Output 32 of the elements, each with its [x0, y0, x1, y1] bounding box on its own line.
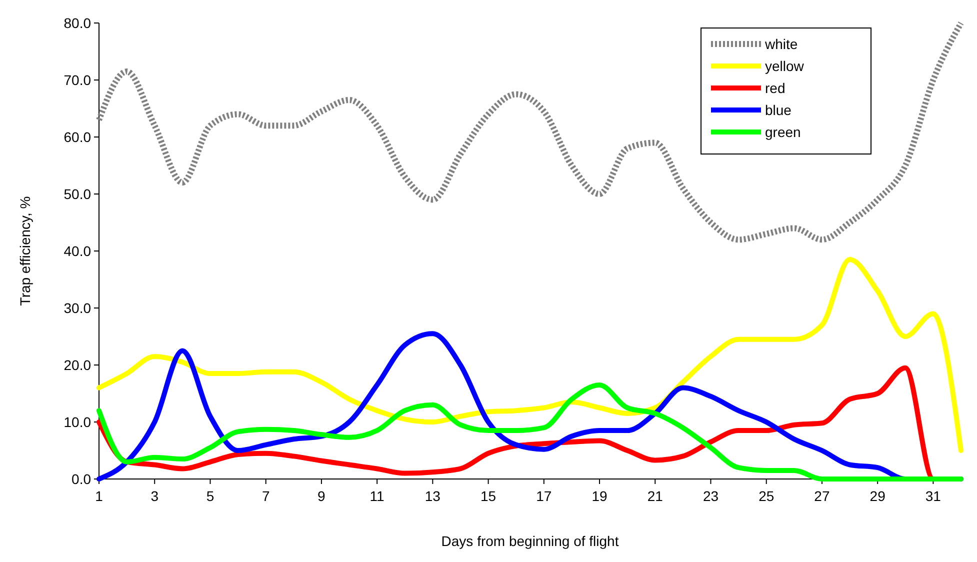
legend-label: white [764, 36, 798, 52]
y-tick-label: 20.0 [64, 356, 92, 373]
x-tick-label: 15 [480, 488, 496, 504]
y-tick-label: 60.0 [64, 128, 92, 145]
x-tick-label: 11 [370, 488, 385, 504]
y-tick-label: 30.0 [64, 300, 92, 316]
x-tick-label: 5 [206, 488, 214, 504]
y-tick-label: 0.0 [72, 470, 92, 487]
y-tick-label: 80.0 [64, 14, 92, 31]
x-tick-label: 27 [814, 488, 830, 504]
x-tick-label: 13 [424, 488, 441, 504]
x-tick-label: 21 [647, 488, 664, 504]
x-tick-label: 7 [262, 488, 270, 504]
x-tick-label: 3 [150, 488, 159, 504]
x-tick-label: 23 [702, 488, 719, 504]
x-tick-label: 9 [318, 488, 326, 504]
legend-label: green [765, 124, 801, 140]
legend-label: yellow [765, 58, 805, 74]
x-tick-label: 19 [592, 488, 608, 504]
y-axis-title: Trap efficiency, % [17, 196, 33, 306]
x-axis-title: Days from beginning of flight [441, 533, 619, 549]
x-tick-label: 31 [925, 488, 942, 504]
y-tick-label: 40.0 [64, 242, 92, 259]
legend-label: blue [765, 102, 792, 118]
x-tick-label: 17 [536, 488, 552, 504]
x-tick-label: 29 [870, 488, 886, 504]
y-tick-label: 50.0 [64, 186, 92, 202]
legend-label: red [765, 80, 786, 96]
y-tick-label: 10.0 [64, 414, 92, 430]
y-tick-label: 70.0 [64, 72, 92, 88]
x-tick-label: 25 [758, 488, 774, 504]
x-tick-label: 1 [95, 488, 104, 504]
